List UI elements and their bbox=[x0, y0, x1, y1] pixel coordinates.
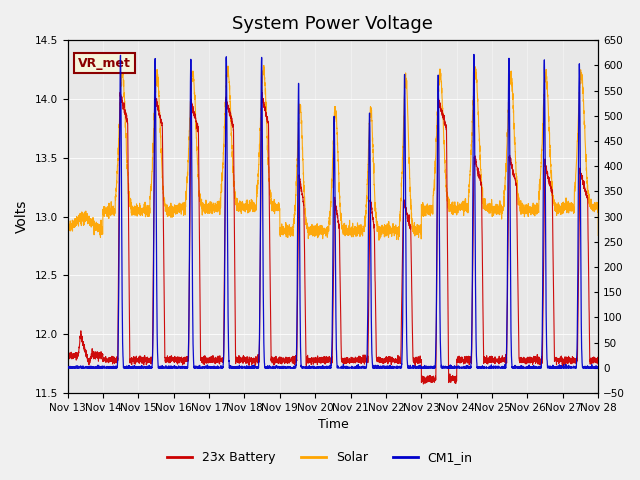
Title: System Power Voltage: System Power Voltage bbox=[232, 15, 433, 33]
X-axis label: Time: Time bbox=[317, 419, 348, 432]
Y-axis label: Volts: Volts bbox=[15, 200, 29, 233]
Legend: 23x Battery, Solar, CM1_in: 23x Battery, Solar, CM1_in bbox=[163, 446, 477, 469]
Text: VR_met: VR_met bbox=[78, 57, 131, 70]
